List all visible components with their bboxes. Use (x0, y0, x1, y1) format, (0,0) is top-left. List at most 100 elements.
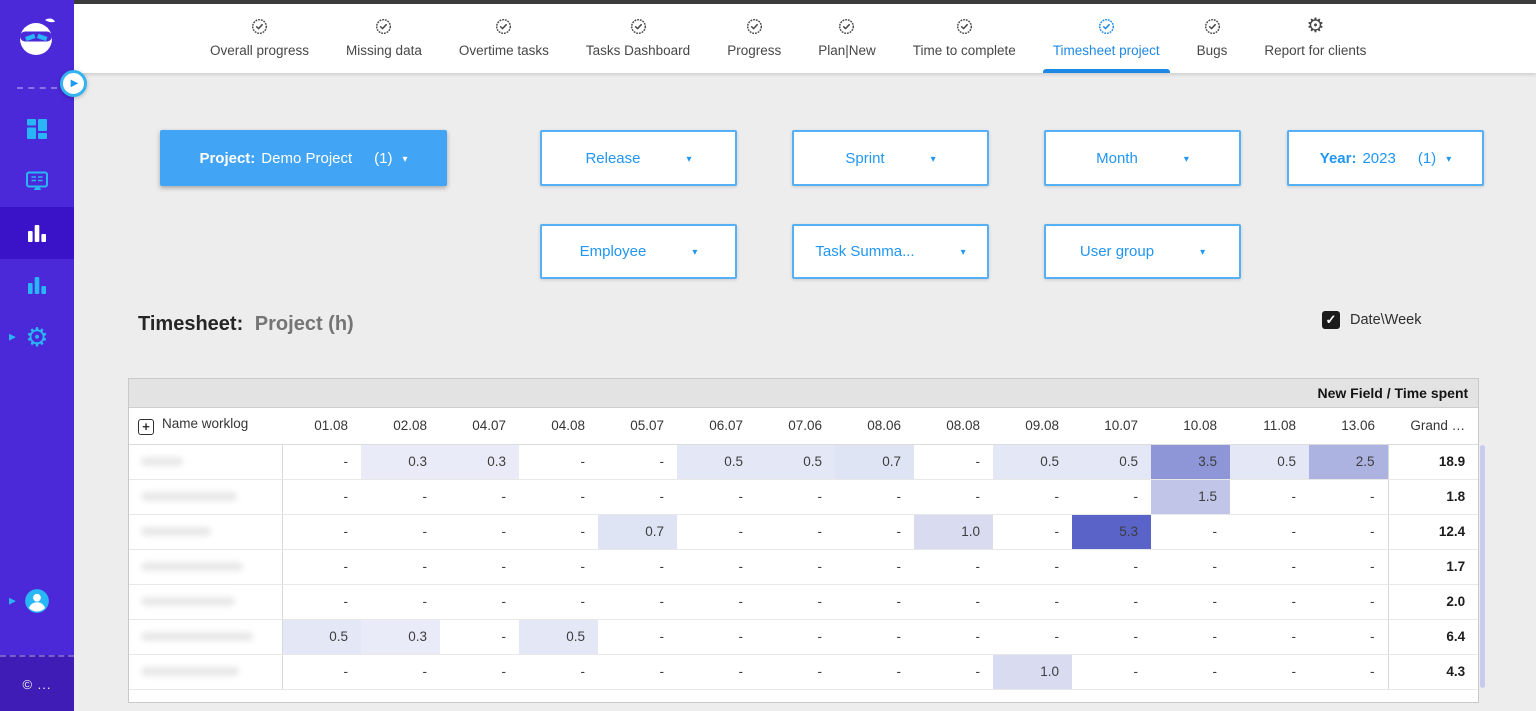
hours-cell[interactable]: - (756, 654, 835, 690)
hours-cell[interactable]: - (993, 584, 1072, 620)
hours-cell[interactable]: 0.5 (756, 444, 835, 480)
sidebar-item-settings[interactable]: ▶ ⚙ (0, 311, 74, 363)
hours-cell[interactable]: - (361, 654, 440, 690)
filter-project[interactable]: Project: Demo Project (1) ▾ (160, 130, 447, 186)
hours-cell[interactable]: - (282, 584, 361, 620)
hours-cell[interactable]: 0.5 (1230, 444, 1309, 480)
hours-cell[interactable]: - (440, 549, 519, 585)
worklog-name-cell[interactable] (129, 654, 283, 690)
hours-cell[interactable]: - (1309, 584, 1388, 620)
hours-cell[interactable]: - (282, 444, 361, 480)
hours-cell[interactable]: - (1230, 514, 1309, 550)
hours-cell[interactable]: - (440, 619, 519, 655)
hours-cell[interactable]: - (440, 479, 519, 515)
hours-cell[interactable]: - (1309, 479, 1388, 515)
hours-cell[interactable]: - (1151, 514, 1230, 550)
sidebar-item-reports[interactable] (0, 207, 74, 259)
tab-plan-new[interactable]: Plan|New (818, 4, 876, 73)
hours-cell[interactable]: - (440, 584, 519, 620)
grand-total-cell[interactable]: 12.4 (1387, 514, 1478, 550)
sidebar-item-boards[interactable] (0, 103, 74, 155)
hours-cell[interactable]: - (677, 549, 756, 585)
hours-cell[interactable]: - (677, 654, 756, 690)
checkbox-checked-icon[interactable]: ✓ (1322, 311, 1340, 329)
hours-cell[interactable]: - (835, 479, 914, 515)
tab-bugs[interactable]: Bugs (1197, 4, 1227, 73)
tab-progress[interactable]: Progress (727, 4, 781, 73)
worklog-name-cell[interactable] (129, 584, 283, 620)
hours-cell[interactable]: - (1151, 584, 1230, 620)
hours-cell[interactable]: - (1230, 654, 1309, 690)
hours-cell[interactable]: - (1230, 479, 1309, 515)
hours-cell[interactable]: - (1072, 479, 1151, 515)
hours-cell[interactable]: - (1072, 619, 1151, 655)
hours-cell[interactable]: - (1309, 514, 1388, 550)
hours-cell[interactable]: - (677, 479, 756, 515)
grand-total-cell[interactable]: 6.4 (1387, 619, 1478, 655)
hours-cell[interactable]: - (993, 514, 1072, 550)
hours-cell[interactable]: - (914, 584, 993, 620)
hours-cell[interactable]: 0.3 (361, 619, 440, 655)
hours-cell[interactable]: - (835, 549, 914, 585)
hours-cell[interactable]: - (282, 514, 361, 550)
hours-cell[interactable]: - (1230, 549, 1309, 585)
hours-cell[interactable]: 0.3 (361, 444, 440, 480)
hours-cell[interactable]: 0.5 (1072, 444, 1151, 480)
hours-cell[interactable]: - (756, 514, 835, 550)
hours-cell[interactable]: - (1072, 654, 1151, 690)
tab-overall-progress[interactable]: Overall progress (210, 4, 309, 73)
grand-total-cell[interactable]: 18.9 (1387, 444, 1478, 480)
hours-cell[interactable]: - (361, 514, 440, 550)
tab-overtime-tasks[interactable]: Overtime tasks (459, 4, 549, 73)
hours-cell[interactable]: 0.7 (835, 444, 914, 480)
tab-timesheet-project[interactable]: Timesheet project (1042, 4, 1170, 73)
hours-cell[interactable]: 0.3 (440, 444, 519, 480)
hours-cell[interactable]: - (519, 444, 598, 480)
worklog-name-cell[interactable] (129, 444, 283, 480)
hours-cell[interactable]: - (1072, 584, 1151, 620)
hours-cell[interactable]: 5.3 (1072, 514, 1151, 550)
hours-cell[interactable]: - (598, 444, 677, 480)
hours-cell[interactable]: - (361, 549, 440, 585)
worklog-name-cell[interactable] (129, 549, 283, 585)
worklog-name-cell[interactable] (129, 514, 283, 550)
date-week-toggle[interactable]: ✓ Date\Week (1322, 311, 1421, 329)
grand-total-cell[interactable]: 1.8 (1387, 479, 1478, 515)
hours-cell[interactable]: - (835, 584, 914, 620)
hours-cell[interactable]: - (440, 654, 519, 690)
hours-cell[interactable]: - (598, 619, 677, 655)
grand-total-cell[interactable]: 1.7 (1387, 549, 1478, 585)
hours-cell[interactable]: 0.7 (598, 514, 677, 550)
hours-cell[interactable]: - (677, 619, 756, 655)
tab-missing-data[interactable]: Missing data (346, 4, 422, 73)
hours-cell[interactable]: - (1230, 619, 1309, 655)
hours-cell[interactable]: 0.5 (677, 444, 756, 480)
hours-cell[interactable]: - (835, 514, 914, 550)
hours-cell[interactable]: - (993, 549, 1072, 585)
sidebar-item-account[interactable]: ▶ (0, 575, 74, 627)
hours-cell[interactable]: - (282, 654, 361, 690)
hours-cell[interactable]: - (1151, 619, 1230, 655)
hours-cell[interactable]: 0.5 (282, 619, 361, 655)
hours-cell[interactable]: - (756, 479, 835, 515)
hours-cell[interactable]: - (440, 514, 519, 550)
hours-cell[interactable]: - (677, 584, 756, 620)
filter-user-group[interactable]: User group ▾ (1044, 224, 1241, 279)
hours-cell[interactable]: - (598, 479, 677, 515)
hours-cell[interactable]: - (282, 479, 361, 515)
hours-cell[interactable]: - (835, 654, 914, 690)
tab-time-to-complete[interactable]: Time to complete (913, 4, 1016, 73)
hours-cell[interactable]: - (835, 619, 914, 655)
grand-total-cell[interactable]: 2.0 (1387, 584, 1478, 620)
hours-cell[interactable]: - (519, 479, 598, 515)
hours-cell[interactable]: 1.0 (914, 514, 993, 550)
hours-cell[interactable]: 0.5 (519, 619, 598, 655)
hours-cell[interactable]: - (1309, 654, 1388, 690)
filter-task-summa[interactable]: Task Summa... ▾ (792, 224, 989, 279)
hours-cell[interactable]: - (914, 479, 993, 515)
hours-cell[interactable]: - (1072, 549, 1151, 585)
hours-cell[interactable]: - (756, 619, 835, 655)
hours-cell[interactable]: 0.5 (993, 444, 1072, 480)
filter-employee[interactable]: Employee ▾ (540, 224, 737, 279)
sidebar-item-charts[interactable] (0, 259, 74, 311)
